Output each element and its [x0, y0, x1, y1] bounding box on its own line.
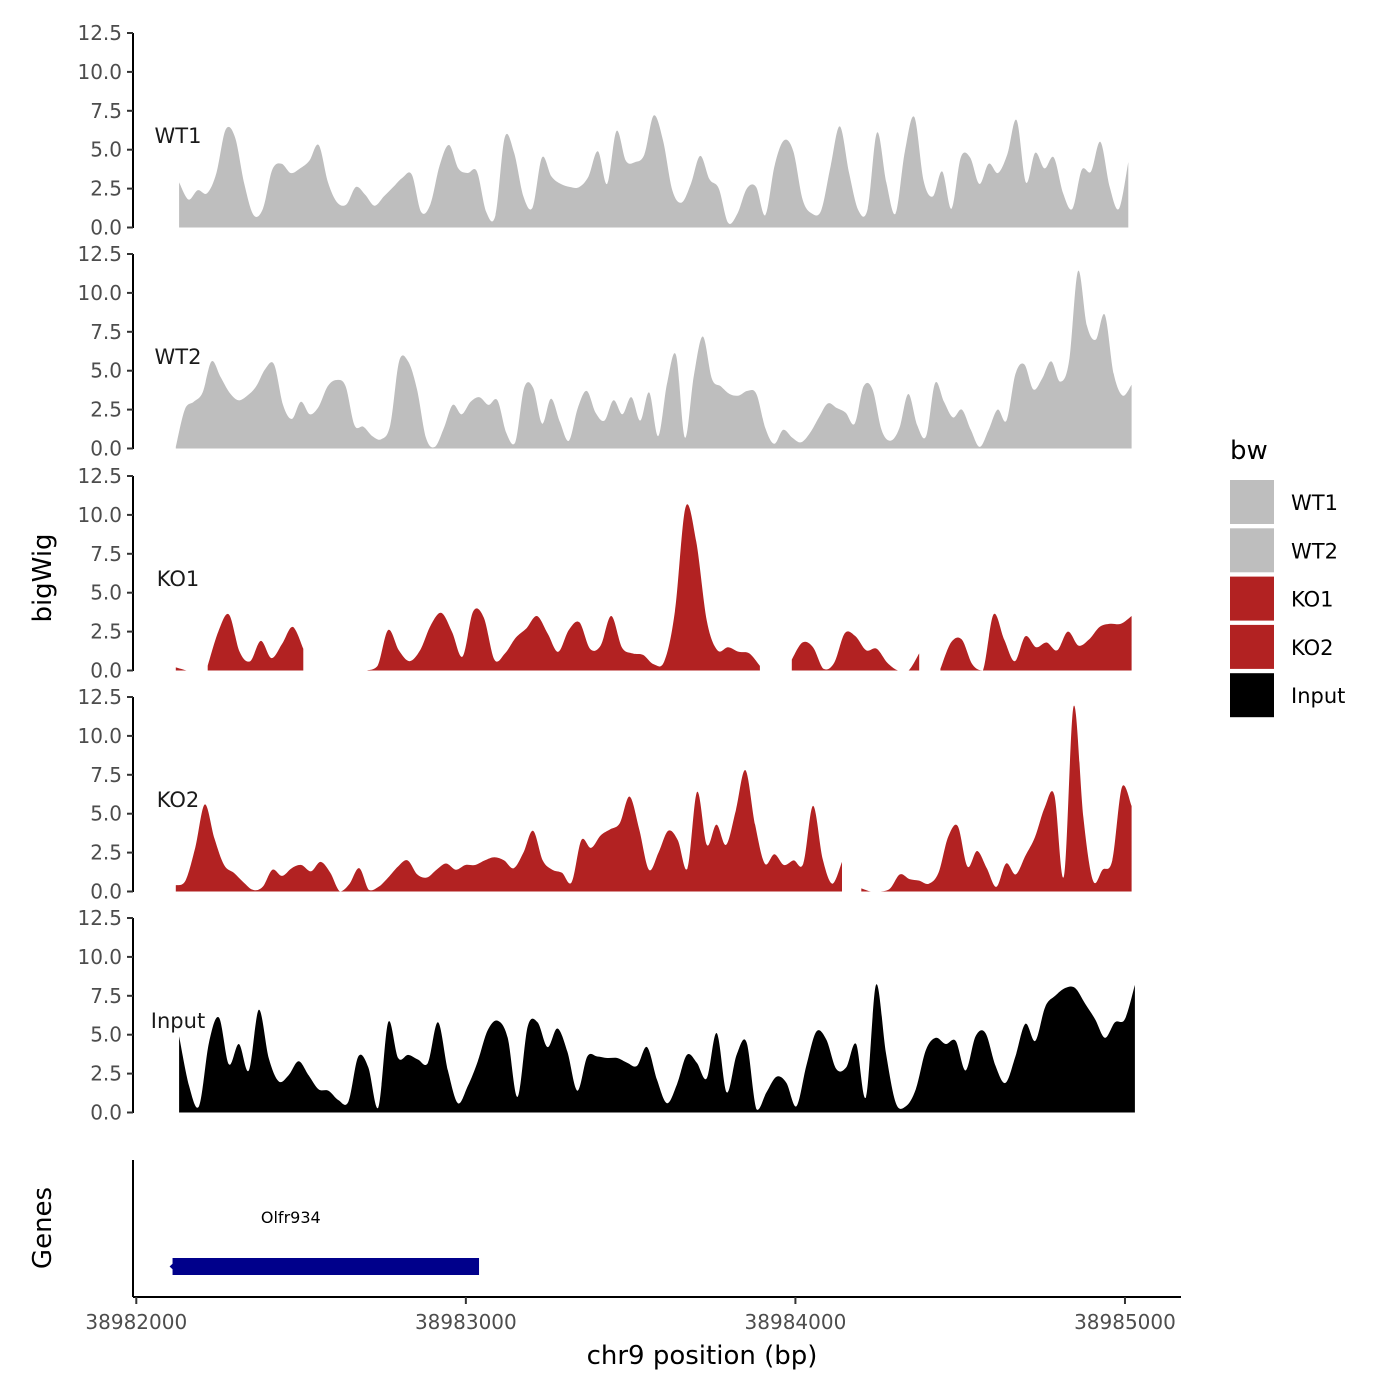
legend-swatch: [1230, 673, 1274, 718]
legend-swatch: [1230, 480, 1274, 524]
gene-olfr934: Olfr934: [169, 1208, 480, 1275]
area-ko2: [175, 705, 1132, 892]
legend-swatch: [1230, 624, 1274, 669]
y-tick-label-wt2-5: 12.5: [77, 242, 122, 266]
x-tick-label-2: 38984000: [745, 1310, 847, 1334]
y-tick-label-wt2-4: 10.0: [77, 281, 122, 305]
y-tick-label-input-2: 5.0: [90, 1023, 122, 1047]
legend-label: KO2: [1291, 636, 1334, 660]
x-axis: 38982000 38983000 38984000 38985000: [85, 1296, 1181, 1334]
y-tick-label-ko1-5: 12.5: [77, 464, 122, 488]
y-tick-label-wt1-2: 5.0: [90, 138, 122, 162]
legend: WT1 WT2 KO1 KO2 Input: [1230, 480, 1345, 718]
y-axis-title: bigWig: [28, 533, 58, 622]
y-tick-label-ko2-1: 2.5: [90, 841, 122, 865]
legend-label: Input: [1291, 684, 1345, 708]
y-tick-label-ko1-3: 7.5: [90, 542, 122, 566]
track-ko1: 0.0 2.5 5.0 7.5 10.0 12.5 KO1: [77, 464, 1132, 683]
legend-swatch: [1230, 528, 1274, 573]
x-axis-title: chr9 position (bp): [587, 1341, 818, 1371]
y-tick-label-ko1-1: 2.5: [90, 620, 122, 644]
x-tick-label-0: 38982000: [85, 1310, 187, 1334]
track-input: 0.0 2.5 5.0 7.5 10.0 12.5 Input: [77, 906, 1135, 1125]
area-ko1: [175, 504, 1132, 671]
y-tick-label-ko2-5: 12.5: [77, 685, 122, 709]
genes-track: Olfr934: [132, 1160, 480, 1297]
area-wt2: [175, 270, 1132, 449]
y-tick-label-input-4: 10.0: [77, 945, 122, 969]
y-tick-label-input-3: 7.5: [90, 984, 122, 1008]
track-label-wt1: WT1: [155, 124, 202, 148]
y-tick-label-wt2-3: 7.5: [90, 320, 122, 344]
legend-item-wt1: WT1: [1230, 480, 1338, 524]
area-input: [179, 984, 1135, 1113]
y-tick-label-wt2-2: 5.0: [90, 359, 122, 383]
y-tick-label-ko2-0: 0.0: [90, 880, 122, 904]
track-ko2: 0.0 2.5 5.0 7.5 10.0 12.5 KO2: [77, 685, 1132, 904]
legend-item-ko2: KO2: [1230, 624, 1334, 669]
y-tick-label-wt2-1: 2.5: [90, 398, 122, 422]
y-tick-label-input-0: 0.0: [90, 1101, 122, 1125]
track-wt2: 0.0 2.5 5.0 7.5 10.0 12.5 WT2: [77, 242, 1132, 461]
y-tick-label-ko1-2: 5.0: [90, 581, 122, 605]
legend-label: WT1: [1291, 491, 1338, 515]
gene-strand-arrow: [169, 1261, 176, 1272]
y-tick-label-ko1-4: 10.0: [77, 503, 122, 527]
y-tick-label-ko2-2: 5.0: [90, 802, 122, 826]
legend-item-ko1: KO1: [1230, 576, 1334, 621]
y-tick-label-wt1-0: 0.0: [90, 216, 122, 240]
legend-label: WT2: [1291, 539, 1338, 563]
area-wt1: [179, 115, 1129, 228]
legend-title: bw: [1230, 436, 1268, 466]
y-tick-label-wt1-1: 2.5: [90, 177, 122, 201]
gene-body: [172, 1258, 480, 1275]
legend-item-wt2: WT2: [1230, 528, 1338, 573]
track-label-input: Input: [151, 1009, 205, 1033]
y-tick-label-wt1-3: 7.5: [90, 99, 122, 123]
track-label-wt2: WT2: [155, 345, 202, 369]
track-label-ko2: KO2: [157, 788, 200, 812]
y-tick-label-input-1: 2.5: [90, 1062, 122, 1086]
y-tick-label-wt1-5: 12.5: [77, 21, 122, 45]
bigwig-tracks: 0.0 2.5 5.0 7.5 10.0 12.5 WT1 0.0 2.5 5.0 7.5 10.0 1…: [77, 21, 1135, 1125]
y-tick-label-ko2-4: 10.0: [77, 724, 122, 748]
y-tick-label-ko1-0: 0.0: [90, 659, 122, 683]
genes-axis-title: Genes: [28, 1187, 58, 1269]
gene-label: Olfr934: [261, 1208, 321, 1227]
legend-item-input: Input: [1230, 673, 1345, 718]
y-tick-label-wt2-0: 0.0: [90, 437, 122, 461]
x-tick-label-1: 38983000: [415, 1310, 517, 1334]
legend-swatch: [1230, 576, 1274, 621]
track-wt1: 0.0 2.5 5.0 7.5 10.0 12.5 WT1: [77, 21, 1129, 240]
y-tick-label-input-5: 12.5: [77, 906, 122, 930]
x-tick-label-3: 38985000: [1074, 1310, 1176, 1334]
y-tick-label-wt1-4: 10.0: [77, 60, 122, 84]
legend-label: KO1: [1291, 588, 1334, 612]
track-label-ko1: KO1: [157, 567, 200, 591]
y-tick-label-ko2-3: 7.5: [90, 763, 122, 787]
